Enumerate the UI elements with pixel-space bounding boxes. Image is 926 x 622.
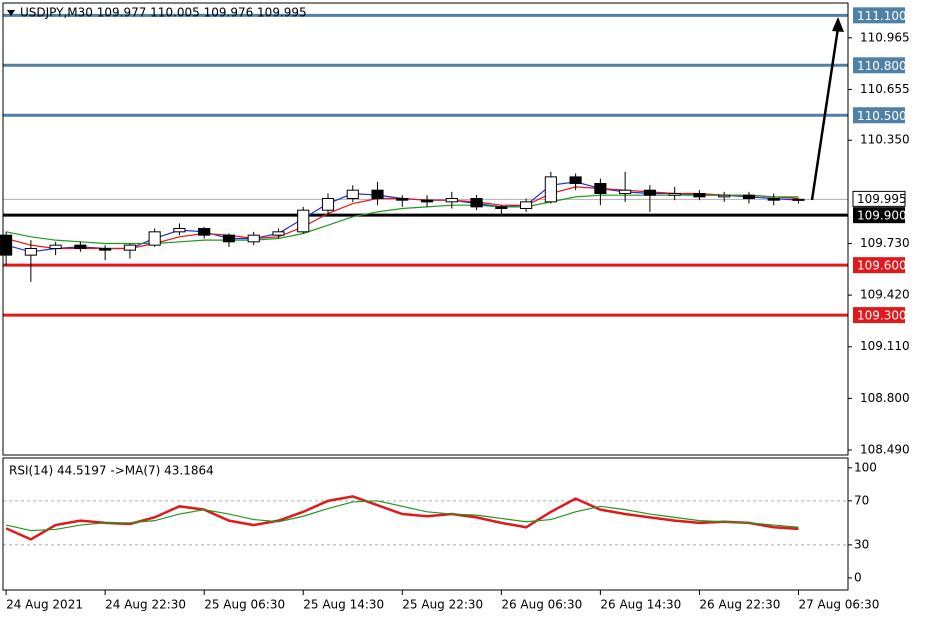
price-frame (2, 2, 849, 456)
y-tick-label: 100 (854, 460, 877, 474)
y-tick-label: 110.965 (860, 30, 910, 44)
level-label-box (853, 307, 905, 324)
candle-body (247, 234, 260, 243)
y-tick-label: 0 (854, 570, 862, 584)
x-tick-label: 24 Aug 22:30 (105, 598, 186, 612)
current-price-label: 109.995 (857, 192, 907, 206)
arrow (810, 27, 840, 201)
candle-body (24, 247, 37, 256)
level-label-box (853, 207, 905, 224)
candle-body (49, 244, 62, 249)
candle-body (123, 244, 136, 251)
candle-body (198, 228, 211, 236)
y-tick-label: 110.350 (860, 133, 910, 147)
candle-body (718, 194, 731, 198)
y-tick-label: 108.490 (860, 443, 910, 457)
candle-body (792, 198, 805, 201)
candle-body (693, 193, 706, 198)
x-tick-label: 26 Aug 14:30 (600, 598, 681, 612)
candle-body (0, 234, 13, 256)
level-label: 110.800 (857, 59, 907, 73)
x-tick-label: 24 Aug 2021 (6, 598, 83, 612)
y-tick-label: 109.110 (860, 339, 910, 353)
x-tick-label: 27 Aug 06:30 (798, 598, 879, 612)
current-price-box (852, 190, 906, 207)
candle-body (420, 199, 434, 203)
collapse-icon[interactable] (7, 10, 15, 16)
y-tick-label: 109.730 (860, 236, 910, 250)
level-label: 110.500 (857, 109, 907, 123)
candle-body (222, 234, 236, 243)
y-tick-label: 30 (854, 537, 869, 551)
candle-body (619, 189, 632, 195)
arrow-head (832, 17, 844, 32)
candle-body (520, 201, 533, 210)
level-label-box (853, 257, 905, 274)
y-tick-label: 70 (854, 493, 869, 507)
candle-body (495, 206, 508, 210)
candle-body (668, 193, 681, 196)
candle-body (148, 231, 161, 246)
candle-body (173, 228, 186, 233)
price-panel: 110.965 110.655 110.350 109.730 109.420 109.1… (0, 7, 910, 612)
candle-body (569, 176, 582, 185)
candle-body (445, 198, 458, 203)
x-tick-label: 26 Aug 06:30 (501, 598, 582, 612)
level-label-box (853, 107, 905, 124)
candle-body (767, 198, 780, 201)
level-label: 109.600 (857, 259, 907, 273)
rsi-frame (2, 457, 849, 591)
y-tick-label: 109.420 (860, 288, 910, 302)
x-tick-label: 25 Aug 06:30 (204, 598, 285, 612)
candle-body (297, 209, 310, 233)
x-tick-label: 25 Aug 14:30 (303, 598, 384, 612)
candle-body (396, 198, 409, 201)
candle-body (371, 189, 384, 200)
x-tick-label: 25 Aug 22:30 (402, 598, 483, 612)
candle-body (742, 194, 756, 200)
level-label-box (853, 57, 905, 74)
candle-body (544, 176, 557, 203)
candle-body (643, 189, 656, 196)
level-label: 109.300 (857, 309, 907, 323)
x-tick-label: 26 Aug 22:30 (699, 598, 780, 612)
chart-title: USDJPY,M30 109.977 110.005 109.976 109.9… (20, 6, 307, 20)
candle-body (272, 231, 285, 236)
level-label: 111.100 (857, 9, 907, 23)
candle-body (594, 183, 607, 195)
series-line (5, 500, 799, 532)
y-tick-label: 108.800 (860, 391, 910, 405)
candle-body (346, 189, 359, 200)
rsi-title: RSI(14) 44.5197 ->MA(7) 43.1864 (9, 464, 214, 478)
candle-body (470, 198, 483, 208)
candle-body (74, 244, 87, 249)
level-label: 109.900 (857, 209, 907, 223)
candle-body (99, 247, 112, 251)
rsi-panel: 100 70 30 0 (3, 460, 877, 584)
candle-body (321, 198, 335, 211)
y-tick-label: 110.655 (860, 82, 910, 96)
level-label-box (853, 7, 905, 24)
series-line (5, 194, 799, 245)
